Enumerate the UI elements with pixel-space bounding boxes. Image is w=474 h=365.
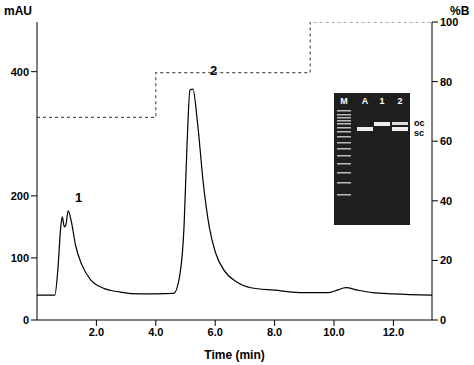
svg-text:200: 200 [11, 190, 29, 202]
svg-text:6.0: 6.0 [208, 326, 223, 338]
html-text:%B: %B [450, 4, 470, 18]
svg-text:2.0: 2.0 [89, 326, 104, 338]
svg-text:1: 1 [379, 96, 384, 106]
svg-text:4.0: 4.0 [148, 326, 163, 338]
svg-text:80: 80 [440, 76, 452, 88]
svg-text:100: 100 [440, 15, 459, 28]
svg-text:60: 60 [440, 135, 452, 147]
svg-text:0: 0 [440, 314, 446, 326]
svg-text:1: 1 [75, 190, 82, 205]
svg-text:2: 2 [397, 96, 402, 106]
svg-text:Time (min): Time (min) [204, 348, 264, 362]
svg-text:A: A [362, 96, 369, 106]
svg-text:400: 400 [11, 66, 29, 78]
svg-text:sc: sc [414, 128, 424, 138]
svg-text:0: 0 [23, 314, 29, 326]
svg-text:M: M [340, 96, 348, 106]
svg-text:2: 2 [210, 63, 217, 78]
svg-text:40: 40 [440, 195, 452, 207]
svg-text:100: 100 [11, 252, 29, 264]
html-text:mAU: mAU [4, 4, 32, 18]
svg-text:8.0: 8.0 [267, 326, 282, 338]
svg-text:oc: oc [414, 118, 425, 128]
svg-text:12.0: 12.0 [383, 326, 404, 338]
svg-text:10.0: 10.0 [323, 326, 344, 338]
svg-text:20: 20 [440, 254, 452, 266]
